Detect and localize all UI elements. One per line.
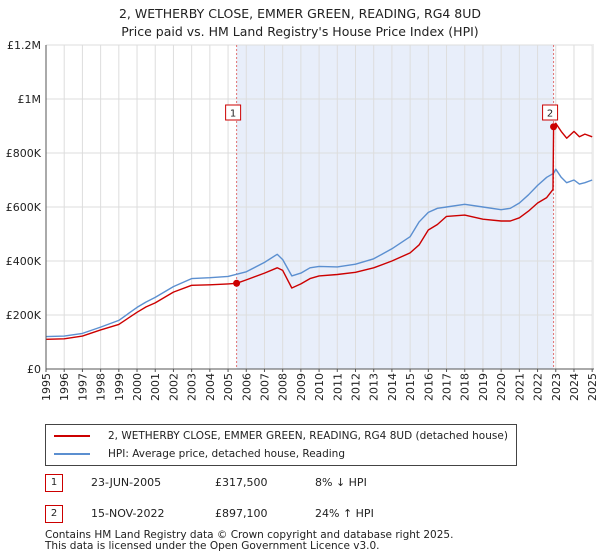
transaction-badge: 2 bbox=[45, 505, 63, 523]
x-tick-label: 2016 bbox=[422, 373, 435, 401]
y-tick-label: £0 bbox=[27, 363, 41, 376]
chart-subtitle: Price paid vs. HM Land Registry's House … bbox=[121, 24, 479, 39]
price-paid-line bbox=[45, 122, 593, 340]
transaction-date: 23-JUN-2005 bbox=[91, 476, 162, 489]
x-tick-label: 1996 bbox=[58, 373, 71, 401]
x-tick-label: 2022 bbox=[532, 373, 545, 401]
x-tick-label: 1999 bbox=[113, 373, 126, 401]
y-tick-label: £600K bbox=[6, 201, 42, 214]
y-tick-label: £1.2M bbox=[7, 39, 41, 52]
chart-title: 2, WETHERBY CLOSE, EMMER GREEN, READING,… bbox=[118, 6, 482, 21]
sale-label-text: 2 bbox=[547, 109, 553, 120]
x-tick-label: 2018 bbox=[459, 373, 472, 401]
x-tick-label: 2025 bbox=[586, 373, 599, 401]
x-tick-label: 2021 bbox=[513, 373, 526, 401]
footer-licence: This data is licensed under the Open Gov… bbox=[45, 540, 380, 552]
x-tick-label: 2003 bbox=[186, 373, 199, 401]
x-tick-label: 2004 bbox=[204, 373, 217, 401]
x-tick-label: 2015 bbox=[404, 373, 417, 401]
legend-swatch-price bbox=[54, 435, 90, 437]
sale-label-box bbox=[542, 104, 559, 121]
legend-label-price: 2, WETHERBY CLOSE, EMMER GREEN, READING,… bbox=[108, 430, 508, 442]
x-tick-label: 2013 bbox=[368, 373, 381, 401]
y-tick-label: £1M bbox=[18, 93, 42, 106]
sale-label-box bbox=[225, 104, 242, 121]
x-tick-label: 2002 bbox=[167, 373, 180, 401]
transaction-badge: 1 bbox=[45, 474, 63, 492]
legend: 2, WETHERBY CLOSE, EMMER GREEN, READING,… bbox=[45, 424, 517, 466]
x-tick-label: 1997 bbox=[76, 373, 89, 401]
x-tick-label: 2012 bbox=[350, 373, 363, 401]
sale-label-text: 1 bbox=[230, 109, 236, 120]
x-tick-label: 2020 bbox=[495, 373, 508, 401]
sale-point bbox=[550, 123, 558, 131]
y-tick-label: £200K bbox=[6, 309, 42, 322]
x-tick-label: 2017 bbox=[441, 373, 454, 401]
x-tick-label: 2014 bbox=[386, 373, 399, 401]
x-tick-label: 2010 bbox=[313, 373, 326, 401]
x-tick-label: 2001 bbox=[149, 373, 162, 401]
x-tick-label: 2000 bbox=[131, 373, 144, 401]
transaction-price: £897,100 bbox=[215, 507, 268, 520]
x-tick-label: 2019 bbox=[477, 373, 490, 401]
transaction-price: £317,500 bbox=[215, 476, 268, 489]
footer: Contains HM Land Registry data © Crown c… bbox=[45, 530, 453, 552]
table-row: 1 23-JUN-2005 £317,500 8% ↓ HPI bbox=[45, 474, 565, 494]
x-tick-label: 1998 bbox=[95, 373, 108, 401]
hpi-line bbox=[45, 168, 593, 338]
x-tick-label: 2011 bbox=[331, 373, 344, 401]
table-row: 2 15-NOV-2022 £897,100 24% ↑ HPI bbox=[45, 505, 565, 525]
x-tick-label: 2006 bbox=[240, 373, 253, 401]
x-tick-label: 2008 bbox=[277, 373, 290, 401]
x-tick-label: 2005 bbox=[222, 373, 235, 401]
transaction-date: 15-NOV-2022 bbox=[91, 507, 165, 520]
legend-label-hpi: HPI: Average price, detached house, Read… bbox=[108, 448, 345, 460]
legend-swatch-hpi bbox=[54, 453, 90, 455]
legend-entry-hpi: HPI: Average price, detached house, Read… bbox=[54, 446, 345, 462]
x-tick-label: 1995 bbox=[40, 373, 53, 401]
legend-entry-price: 2, WETHERBY CLOSE, EMMER GREEN, READING,… bbox=[54, 428, 508, 444]
x-tick-label: 2007 bbox=[258, 373, 271, 401]
x-tick-label: 2023 bbox=[550, 373, 563, 401]
y-tick-label: £800K bbox=[6, 147, 42, 160]
transaction-hpi: 24% ↑ HPI bbox=[315, 507, 374, 520]
footer-copyright: Contains HM Land Registry data © Crown c… bbox=[45, 529, 454, 541]
x-tick-label: 2024 bbox=[568, 373, 581, 401]
transaction-hpi: 8% ↓ HPI bbox=[315, 476, 367, 489]
price-chart: 1 2 £0 £200K £400K £600K £800K £1M £1.2M 1995 1996… bbox=[6, 39, 599, 401]
sale-point bbox=[233, 279, 241, 287]
future-region bbox=[592, 45, 594, 369]
y-tick-label: £400K bbox=[6, 255, 42, 268]
x-tick-label: 2009 bbox=[295, 373, 308, 401]
